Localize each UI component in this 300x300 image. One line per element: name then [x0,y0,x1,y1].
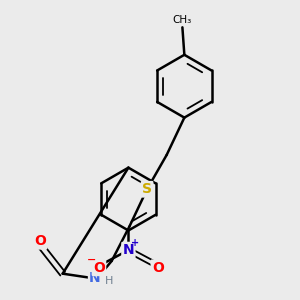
Text: H: H [105,275,113,286]
Text: N: N [89,271,101,285]
Text: O: O [34,234,46,248]
Text: −: − [86,255,96,265]
Text: S: S [142,182,152,196]
Text: O: O [93,261,105,275]
Text: +: + [131,238,139,248]
Text: N: N [123,243,134,257]
Text: CH₃: CH₃ [173,15,192,26]
Text: O: O [152,261,164,275]
